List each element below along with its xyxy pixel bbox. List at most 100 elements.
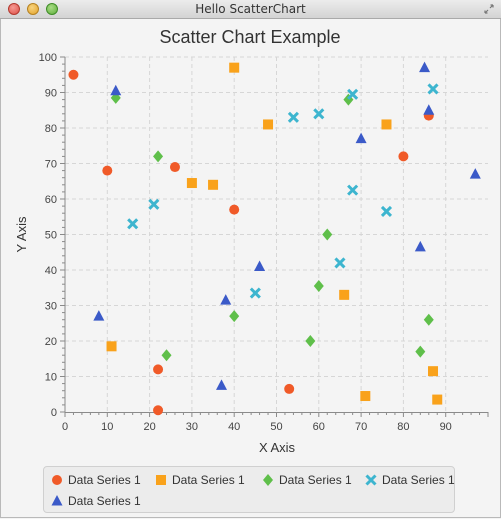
legend-label: Data Series 1 <box>382 473 455 487</box>
data-point-square <box>186 178 197 189</box>
x-tick-label: 40 <box>228 421 240 433</box>
data-point-circle <box>153 364 164 375</box>
data-point-circle <box>398 151 409 162</box>
data-point-cross <box>347 184 359 196</box>
legend-symbol <box>365 474 377 486</box>
legend-symbol <box>51 495 63 506</box>
x-axis-label: X Axis <box>259 440 296 455</box>
data-point-diamond <box>415 345 426 358</box>
data-point-cross <box>380 205 393 217</box>
legend-symbol <box>156 475 166 485</box>
data-point-cross <box>287 111 299 123</box>
data-point-triangle <box>220 294 232 305</box>
data-point-diamond <box>153 150 164 163</box>
data-point-cross <box>334 257 346 269</box>
legend-marker-diamond <box>263 474 273 486</box>
data-point-square <box>339 289 350 300</box>
x-tick-label: 10 <box>101 421 113 433</box>
data-point-circle <box>229 204 240 215</box>
legend-label: Data Series 1 <box>279 473 352 487</box>
y-axis-label: Y Axis <box>14 216 29 252</box>
data-point-triangle <box>216 379 228 390</box>
series-5 <box>93 61 481 390</box>
data-point-triangle <box>414 240 426 252</box>
data-point-diamond <box>229 310 240 323</box>
data-point-triangle <box>419 61 431 73</box>
data-point-square <box>428 366 439 377</box>
data-point-triangle <box>423 104 435 115</box>
legend-marker-triangle <box>51 495 63 506</box>
legend-label: Data Series 1 <box>68 494 141 508</box>
x-tick-label: 20 <box>143 421 155 433</box>
legend-item: Data Series 1 <box>261 473 352 487</box>
x-tick-label: 0 <box>62 421 68 433</box>
data-point-square <box>432 394 443 405</box>
y-tick-label: 0 <box>51 407 57 419</box>
grid-lines <box>65 56 488 412</box>
series-1 <box>68 69 434 416</box>
chart-title: Scatter Chart Example <box>159 27 340 47</box>
data-point-circle <box>68 69 79 80</box>
x-tick-label: 50 <box>270 421 282 433</box>
x-tick-label: 60 <box>313 421 325 433</box>
y-tick-label: 80 <box>45 123 57 135</box>
data-point-circle <box>284 383 295 394</box>
close-icon[interactable] <box>8 3 20 15</box>
x-tick-label: 30 <box>186 421 198 433</box>
resize-icon[interactable] <box>483 3 495 15</box>
window-title: Hello ScatterChart <box>195 2 306 16</box>
data-point-diamond <box>161 349 172 362</box>
minimize-icon[interactable] <box>27 3 39 15</box>
data-point-diamond <box>313 279 324 292</box>
x-tick-label: 80 <box>397 421 409 433</box>
legend-item: Data Series 1 <box>50 494 141 508</box>
legend-label: Data Series 1 <box>172 473 245 487</box>
x-tick-label: 90 <box>440 421 452 433</box>
data-point-diamond <box>322 228 333 241</box>
legend-label: Data Series 1 <box>68 473 141 487</box>
data-point-diamond <box>305 335 316 347</box>
y-tick-label: 40 <box>45 265 57 277</box>
legend-item: Data Series 1 <box>364 473 455 487</box>
x-tick-label: 70 <box>355 421 367 433</box>
data-point-square <box>106 341 117 352</box>
data-point-circle <box>169 162 180 173</box>
data-point-triangle <box>110 84 122 96</box>
data-point-cross <box>249 287 261 299</box>
data-point-cross <box>427 83 439 95</box>
data-point-square <box>381 119 392 130</box>
y-tick-label: 30 <box>45 301 57 313</box>
series-2 <box>106 62 443 405</box>
y-tick-label: 90 <box>45 88 57 100</box>
data-point-triangle <box>355 132 367 144</box>
series-3 <box>110 91 434 362</box>
data-point-square <box>263 119 274 130</box>
series-4 <box>127 83 439 299</box>
data-point-square <box>360 391 371 402</box>
legend-marker-circle <box>52 475 62 485</box>
data-point-triangle <box>93 310 105 321</box>
data-point-cross <box>148 198 160 210</box>
data-point-triangle <box>254 260 266 271</box>
data-point-square <box>229 62 240 73</box>
title-bar: Hello ScatterChart <box>0 0 501 19</box>
y-tick-label: 100 <box>39 52 57 64</box>
scatter-chart: Scatter Chart Example 0 10 20 30 40 50 60 70 80 90… <box>14 27 489 455</box>
data-point-cross <box>313 108 325 120</box>
data-point-circle <box>102 165 113 176</box>
y-tick-label: 10 <box>45 372 57 384</box>
legend-item: Data Series 1 <box>50 473 141 487</box>
data-point-square <box>208 179 219 190</box>
y-tick-label: 50 <box>45 230 57 242</box>
data-point-triangle <box>469 168 481 179</box>
data-point-cross <box>127 218 139 230</box>
legend-marker-cross <box>365 474 377 486</box>
chart-legend: Data Series 1 Data Series 1 Data Series 1 D… <box>43 466 455 513</box>
data-point-diamond <box>423 313 434 326</box>
y-tick-label: 70 <box>45 159 57 171</box>
y-tick-label: 60 <box>45 194 57 206</box>
legend-item: Data Series 1 <box>154 473 245 487</box>
maximize-icon[interactable] <box>46 3 58 15</box>
legend-symbol <box>52 475 62 485</box>
